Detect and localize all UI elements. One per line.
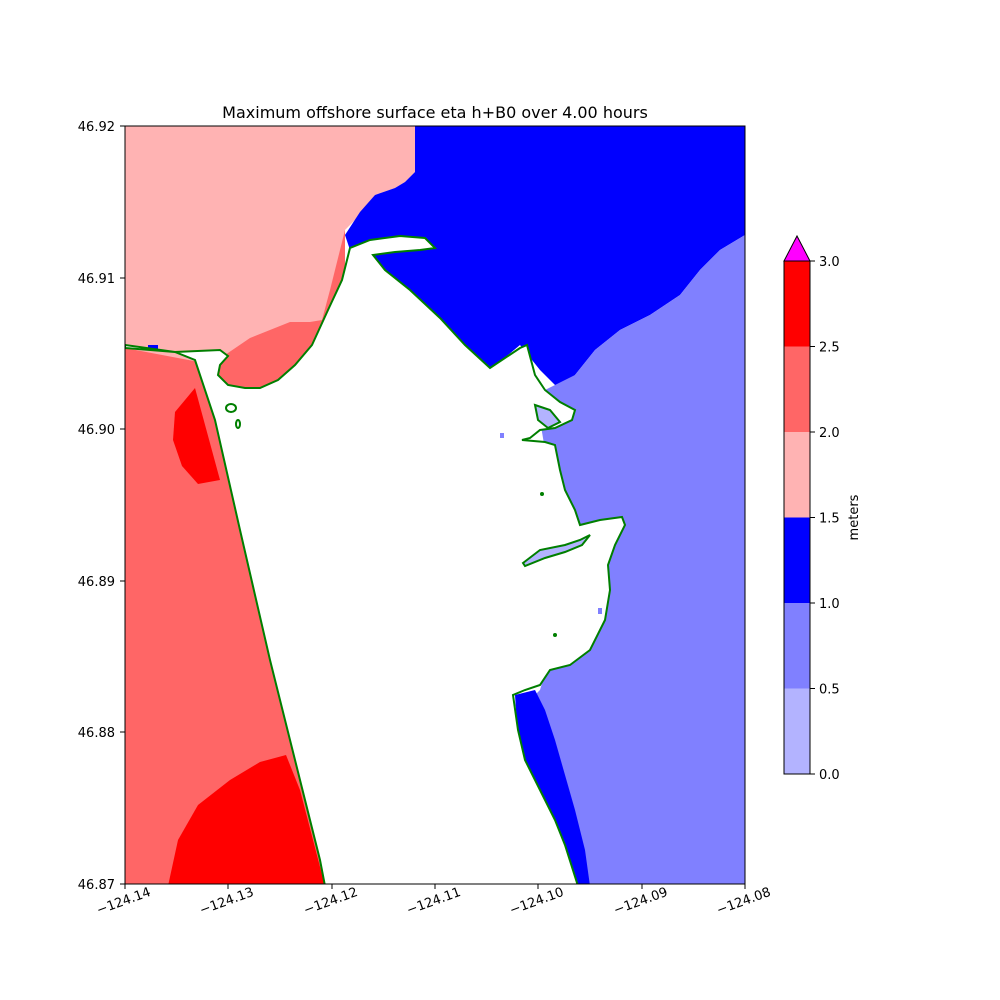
colorbar-segment [784,688,810,774]
shore-marker-2 [500,433,504,438]
island-west [225,403,237,413]
colorbar-segment [784,432,810,518]
colorbar-tick-label: 3.0 [819,255,840,270]
colorbar-tick-label: 0.0 [819,768,840,783]
y-tick-label: 46.90 [78,423,115,438]
colorbar-extend-max [783,234,811,262]
x-tick-label: −124.13 [198,885,256,918]
x-tick-label: −124.11 [405,885,463,918]
region-1.5-2.0-northwest [125,126,415,365]
x-tick-label: −124.12 [302,885,360,918]
region-1.0-1.5-marker [148,345,158,350]
region-1.0-1.5-southeast-strip [515,690,590,884]
y-tick-label: 46.92 [78,120,115,135]
colorbar-segment [784,346,810,432]
colorbar-tick-label: 1.5 [819,512,840,527]
colorbar-label: meters [847,494,862,540]
island-sand-spit [521,534,591,568]
x-axis: −124.14 −124.13 −124.12 −124.11 −124.10 … [95,884,773,918]
shore-dot [540,492,544,496]
x-tick-label: −124.08 [715,885,773,918]
colorbar-segment [784,517,810,603]
island-bay-east [533,403,562,430]
map-plot-area [125,126,745,884]
region-2.5-3.0-southwest [168,755,325,884]
y-tick-label: 46.89 [78,575,115,590]
region-2.5-3.0-west [173,388,220,484]
y-tick-label: 46.91 [78,272,115,287]
colorbar: 0.0 0.5 1.0 1.5 2.0 2.5 3.0 meters [783,234,862,783]
land-mass [125,234,627,884]
colorbar-segment [784,603,810,689]
shore-dot-2 [553,633,557,637]
colorbar-tick-label: 1.0 [819,597,840,612]
colorbar-tick-label: 2.0 [819,426,840,441]
y-axis: 46.87 46.88 46.89 46.90 46.91 46.92 [78,120,125,893]
x-tick-label: −124.09 [612,885,670,918]
colorbar-tick-label: 2.5 [819,341,840,356]
shore-marker [598,608,602,614]
island-west-small [235,419,241,429]
y-tick-label: 46.88 [78,726,115,741]
y-tick-label: 46.87 [78,878,115,893]
region-0.5-1.0-east [520,235,745,884]
chart-title: Maximum offshore surface eta h+B0 over 4… [222,103,648,122]
colorbar-segment [784,261,810,347]
x-tick-label: −124.10 [508,885,566,918]
colorbar-tick-label: 0.5 [819,683,840,698]
